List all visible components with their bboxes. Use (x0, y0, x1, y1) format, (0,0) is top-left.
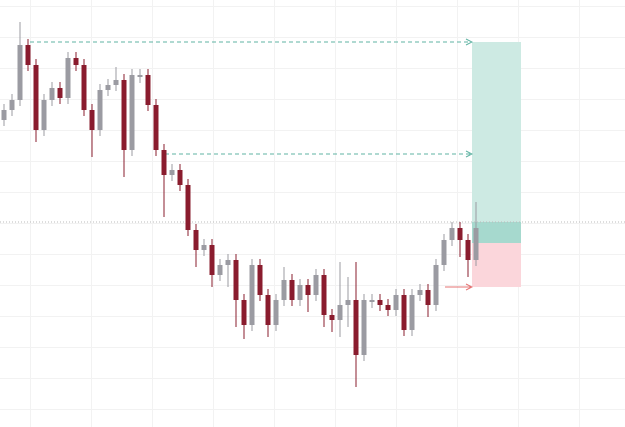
candle-body (121, 80, 127, 150)
candle-body (113, 80, 119, 85)
candle-body (305, 285, 311, 295)
candle-body (89, 110, 95, 130)
candle-body (33, 65, 39, 130)
candle-body (425, 290, 431, 305)
candle-body (137, 75, 143, 77)
candle-body (441, 240, 447, 265)
candle-body (233, 260, 239, 300)
candle-body (265, 295, 271, 325)
candle-body (17, 45, 23, 100)
candle-body (49, 88, 55, 100)
candle-body (153, 105, 159, 150)
candle-body (249, 265, 255, 325)
candle-body (81, 65, 87, 110)
candle-body (313, 275, 319, 295)
candle-body (273, 300, 279, 325)
candle-body (409, 295, 415, 330)
candle-body (209, 245, 215, 275)
candle-body (353, 300, 359, 355)
candle-body (25, 45, 31, 65)
candle-body (345, 300, 351, 305)
candle-body (105, 85, 111, 90)
candle-body (145, 75, 151, 105)
candle-body (393, 295, 399, 310)
candle-body (289, 280, 295, 300)
candle-body (57, 88, 63, 98)
stop-zone (472, 243, 521, 287)
candle-body (465, 240, 471, 260)
candle-body (65, 58, 71, 98)
candle-body (97, 90, 103, 130)
candle-body (337, 305, 343, 320)
candle-body (417, 290, 423, 295)
candle-body (1, 110, 7, 120)
candle-body (217, 265, 223, 275)
candle-body (385, 305, 391, 310)
candle-body (129, 75, 135, 150)
candle-body (201, 245, 207, 250)
candle-body (377, 300, 383, 305)
candle-body (193, 230, 199, 250)
candle-body (449, 228, 455, 240)
candle-body (369, 300, 375, 302)
candle-body (161, 150, 167, 175)
candle-body (73, 58, 79, 65)
candle-body (473, 228, 479, 260)
candle-body (177, 170, 183, 185)
candle-body (9, 100, 15, 110)
candle-body (433, 265, 439, 305)
candle-body (169, 170, 175, 175)
candle-body (241, 300, 247, 325)
candle-body (257, 265, 263, 295)
candle-body (185, 185, 191, 230)
candle-body (457, 228, 463, 240)
candle-body (225, 260, 231, 265)
candle-body (329, 315, 335, 320)
candle-body (41, 100, 47, 130)
candle-body (321, 275, 327, 315)
candle-body (401, 295, 407, 330)
candle-body (361, 300, 367, 355)
candle-body (281, 280, 287, 300)
open-zone (472, 222, 521, 243)
target-zone (472, 42, 521, 243)
candle-body (297, 285, 303, 300)
